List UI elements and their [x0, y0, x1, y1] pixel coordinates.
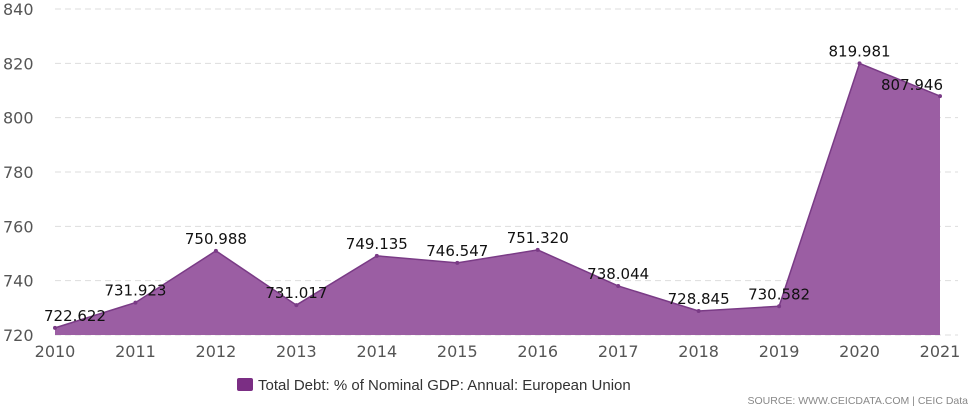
x-tick-label: 2018	[678, 342, 719, 361]
data-point[interactable]	[133, 300, 138, 305]
x-tick-label: 2010	[35, 342, 76, 361]
data-point[interactable]	[777, 304, 782, 309]
data-label: 819.981	[829, 42, 891, 60]
x-tick-label: 2017	[598, 342, 639, 361]
data-label: 746.547	[426, 242, 488, 260]
y-tick-label: 740	[3, 272, 34, 291]
y-tick-label: 840	[3, 0, 34, 19]
data-point[interactable]	[535, 247, 540, 252]
data-point[interactable]	[455, 260, 460, 265]
legend[interactable]: Total Debt: % of Nominal GDP: Annual: Eu…	[237, 377, 631, 394]
series-area	[55, 63, 940, 335]
data-labels: 722.622 731.923 750.988 731.017 749.135 746.5…	[44, 42, 943, 324]
y-axis-ticks: 720 740 760 780 800 820 840	[3, 0, 34, 345]
legend-label: Total Debt: % of Nominal GDP: Annual: Eu…	[258, 377, 631, 394]
x-axis-ticks: 2010 2011 2012 2013 2014 2015 2016 2017 2018 2019…	[35, 342, 961, 361]
source-credit: SOURCE: WWW.CEICDATA.COM | CEIC Data	[747, 395, 968, 407]
data-label: 738.044	[587, 265, 649, 283]
x-tick-label: 2014	[356, 342, 397, 361]
y-tick-label: 720	[3, 326, 34, 345]
data-label: 730.582	[748, 285, 810, 303]
data-label: 807.946	[881, 76, 943, 94]
x-tick-label: 2016	[517, 342, 558, 361]
data-point[interactable]	[696, 308, 701, 313]
x-tick-label: 2012	[196, 342, 237, 361]
y-tick-label: 780	[3, 163, 34, 182]
y-tick-label: 820	[3, 54, 34, 73]
legend-swatch	[237, 378, 253, 391]
data-label: 751.320	[507, 229, 569, 247]
data-label: 749.135	[346, 235, 408, 253]
data-point[interactable]	[938, 94, 942, 99]
data-point[interactable]	[374, 253, 379, 258]
data-label: 731.923	[104, 282, 166, 300]
x-tick-label: 2021	[920, 342, 961, 361]
x-tick-label: 2011	[115, 342, 156, 361]
data-point[interactable]	[53, 325, 57, 330]
data-label: 722.622	[44, 307, 106, 325]
data-label: 731.017	[265, 284, 327, 302]
x-tick-label: 2020	[839, 342, 880, 361]
y-tick-label: 800	[3, 109, 34, 128]
data-point[interactable]	[857, 61, 862, 66]
series-line	[54, 62, 941, 329]
x-tick-label: 2013	[276, 342, 317, 361]
x-tick-label: 2015	[437, 342, 478, 361]
data-point[interactable]	[294, 303, 299, 308]
data-label: 728.845	[668, 290, 730, 308]
data-point[interactable]	[616, 283, 621, 288]
y-tick-label: 760	[3, 217, 34, 236]
x-tick-label: 2019	[759, 342, 800, 361]
data-label: 750.988	[185, 230, 247, 248]
plot-area	[53, 61, 942, 335]
data-point[interactable]	[213, 248, 218, 253]
